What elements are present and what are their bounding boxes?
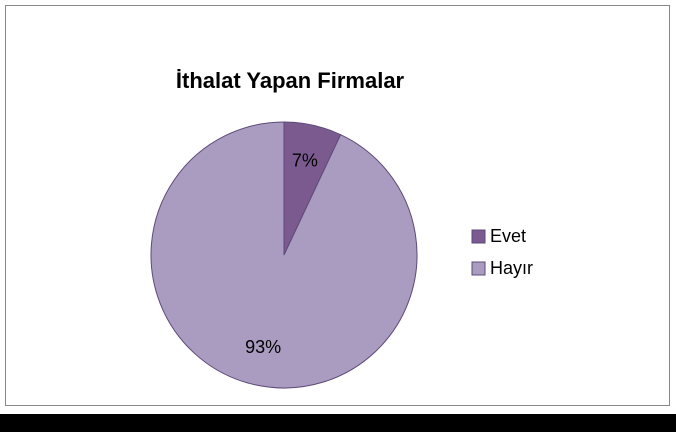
chart-title: İthalat Yapan Firmalar (176, 68, 405, 93)
bottom-bar (0, 414, 676, 432)
data-label: 93% (245, 337, 281, 357)
legend-swatch (471, 229, 486, 244)
legend-label: Hayır (490, 258, 533, 278)
legend-swatch (471, 261, 486, 276)
data-label: 7% (292, 150, 318, 170)
pie-slice (150, 121, 418, 389)
legend-label: Evet (490, 226, 526, 246)
